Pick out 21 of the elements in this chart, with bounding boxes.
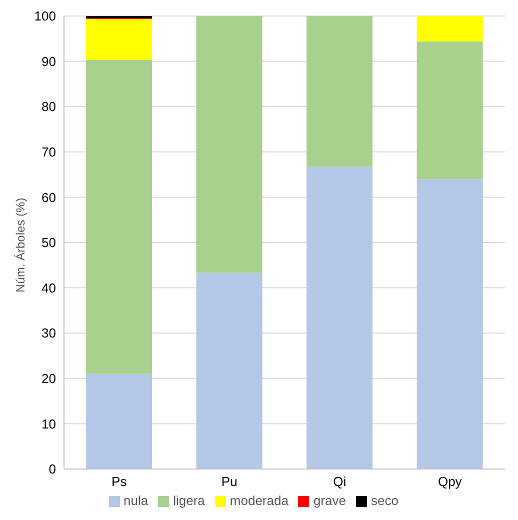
y-tick-label: 90 xyxy=(42,54,56,69)
legend-label: grave xyxy=(313,493,346,508)
y-tick-label: 80 xyxy=(42,99,56,114)
y-tick-label: 60 xyxy=(42,190,56,205)
y-tick-label: 40 xyxy=(42,280,56,296)
y-tick-label: 10 xyxy=(42,416,56,432)
y-tick-label: 30 xyxy=(42,326,56,341)
y-tick-label: 20 xyxy=(42,371,56,386)
y-tick-label: 50 xyxy=(42,235,56,250)
y-axis-title: Núm. Árboles (%) xyxy=(13,198,28,292)
y-tick-label: 70 xyxy=(42,144,56,160)
x-tick-label: Qi xyxy=(333,474,346,490)
x-tick-label: Pu xyxy=(221,474,238,490)
legend-label: moderada xyxy=(230,493,288,508)
x-tick-label: Qpy xyxy=(438,474,462,490)
x-tick-label: Ps xyxy=(112,474,128,490)
y-tick-label: 0 xyxy=(48,462,56,477)
legend-label: ligera xyxy=(173,493,205,508)
legend-label: seco xyxy=(370,493,398,508)
legend-label: nula xyxy=(124,493,148,508)
y-tick-label: 100 xyxy=(34,8,56,24)
